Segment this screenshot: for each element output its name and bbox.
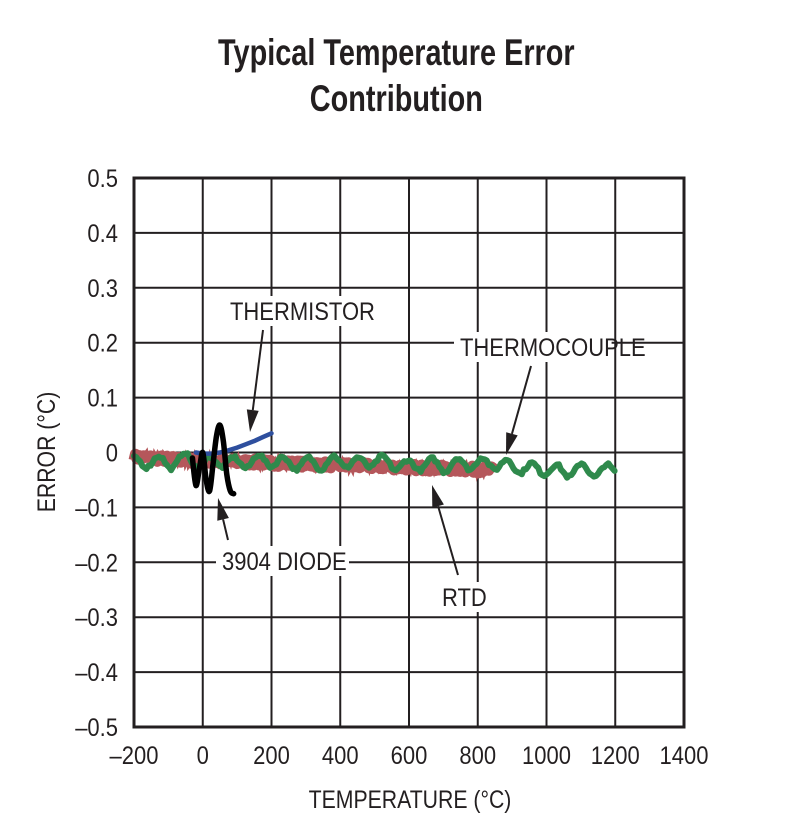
series-diode-line xyxy=(189,422,237,497)
annotation-bg-thermocouple xyxy=(454,332,612,362)
series-thermistor-line xyxy=(193,431,274,456)
annotation-label-3904-diode: 3904 DIODE xyxy=(222,548,347,576)
x-tick-label: 800 xyxy=(459,742,496,770)
annotation-bg-thermistor xyxy=(224,296,357,326)
chart-title-line-1: Typical Temperature Error xyxy=(218,32,575,73)
arrowhead-icon xyxy=(246,409,259,432)
y-axis-label: ERROR (°C) xyxy=(32,392,60,513)
y-tick-label: 0.5 xyxy=(87,165,118,193)
annotation-arrow-thermocouple xyxy=(510,365,532,435)
y-axis-ticks: 0.5 0.4 0.3 0.2 0.1 0 –0.1 –0.2 –0.3 –0.4 –0.5 xyxy=(75,165,118,742)
annotation-label-thermistor: THERMISTOR xyxy=(230,298,375,326)
y-tick-label: –0.1 xyxy=(75,494,118,522)
y-tick-label: 0.3 xyxy=(87,275,118,303)
y-tick-label: 0 xyxy=(106,439,118,467)
y-tick-label: 0.2 xyxy=(87,329,118,357)
annotations: THERMISTOR THERMOCOUPLE 3904 DIODE RTD xyxy=(216,296,646,612)
x-tick-label: 400 xyxy=(322,742,359,770)
x-tick-label: 1000 xyxy=(522,742,571,770)
x-tick-label: 0 xyxy=(197,742,209,770)
x-tick-label: –200 xyxy=(110,742,159,770)
annotation-label-rtd: RTD xyxy=(442,584,487,612)
arrowhead-icon xyxy=(217,498,229,521)
chart-title: Typical Temperature Error Contribution xyxy=(90,30,702,122)
annotation-bg-3904-diode xyxy=(216,546,349,576)
x-axis-ticks: –200 0 200 400 600 800 1000 1200 1400 xyxy=(110,742,709,770)
annotation-bg-rtd xyxy=(436,582,483,612)
annotation-arrow-rtd xyxy=(437,505,459,576)
annotation-arrow-thermistor xyxy=(251,329,264,411)
y-tick-label: 0.4 xyxy=(87,220,118,248)
x-axis-label: TEMPERATURE (°C) xyxy=(309,785,512,813)
x-tick-label: 1400 xyxy=(660,742,709,770)
y-tick-label: –0.4 xyxy=(75,659,118,687)
annotation-label-thermocouple: THERMOCOUPLE xyxy=(460,334,646,362)
x-tick-label: 200 xyxy=(253,742,290,770)
y-tick-label: –0.3 xyxy=(75,604,118,632)
data-series xyxy=(128,422,618,497)
y-tick-label: –0.2 xyxy=(75,549,118,577)
x-tick-label: 1200 xyxy=(591,742,640,770)
x-tick-label: 600 xyxy=(391,742,428,770)
y-tick-label: 0.1 xyxy=(87,384,118,412)
grid-lines xyxy=(134,178,684,727)
arrowhead-icon xyxy=(432,485,444,508)
plot-frame xyxy=(132,176,686,729)
arrowhead-icon xyxy=(506,432,518,455)
chart-title-line-2: Contribution xyxy=(309,78,483,119)
annotation-arrow-3904-diode xyxy=(222,519,229,541)
y-tick-label: –0.5 xyxy=(75,714,118,742)
